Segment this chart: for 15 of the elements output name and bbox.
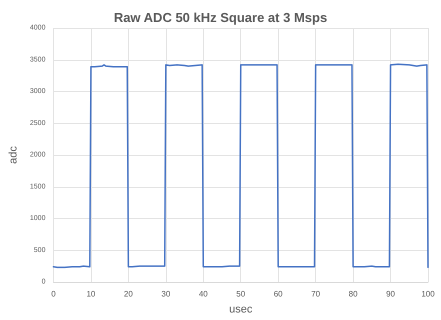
x-axis-title: usec [229, 304, 253, 316]
x-tick-label: 50 [236, 290, 246, 298]
x-tick-label: 80 [348, 290, 358, 298]
x-tick-label: 70 [311, 290, 321, 298]
x-tick-label: 90 [386, 290, 396, 298]
x-tick-label: 60 [274, 290, 284, 298]
y-axis-title: adc [8, 146, 20, 164]
line-series [52, 63, 429, 268]
x-tick-label: 100 [421, 290, 436, 298]
chart-title: Raw ADC 50 kHz Square at 3 Msps [114, 10, 328, 25]
x-tick-label: 10 [86, 290, 96, 298]
x-tick-label: 20 [124, 290, 134, 298]
x-tick-label: 30 [161, 290, 171, 298]
x-tick-label: 40 [198, 290, 208, 298]
x-tick-label: 0 [51, 290, 56, 298]
